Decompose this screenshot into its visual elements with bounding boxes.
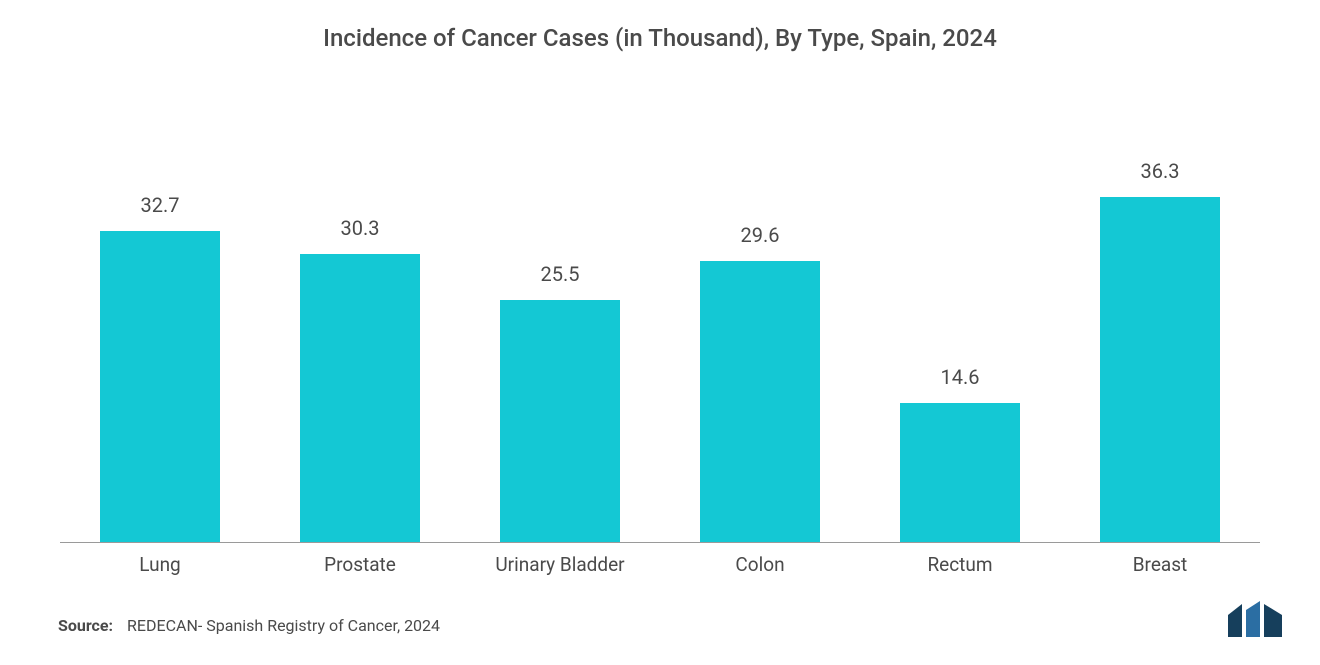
bar-rect	[100, 231, 220, 542]
bar-rect	[900, 403, 1020, 542]
bar-slot: 30.3	[260, 92, 460, 542]
chart-container: Incidence of Cancer Cases (in Thousand),…	[0, 0, 1320, 665]
bar-value-label: 32.7	[141, 193, 180, 217]
bar-slot: 29.6	[660, 92, 860, 542]
bar-slot: 32.7	[60, 92, 260, 542]
bar-slot: 14.6	[860, 92, 1060, 542]
bar-value-label: 36.3	[1141, 159, 1180, 183]
bar-slot: 25.5	[460, 92, 660, 542]
bar-rect	[500, 300, 620, 542]
x-axis-category-label: Urinary Bladder	[460, 553, 660, 576]
bar-slot: 36.3	[1060, 92, 1260, 542]
bar-value-label: 25.5	[541, 262, 580, 286]
brand-logo-icon	[1228, 601, 1282, 637]
x-axis-category-label: Breast	[1060, 553, 1260, 576]
source-attribution: Source: REDECAN- Spanish Registry of Canc…	[50, 616, 1270, 635]
plot-area: 32.7 30.3 25.5 29.6 14.6 36.3	[50, 92, 1270, 542]
x-axis-category-label: Rectum	[860, 553, 1060, 576]
x-axis-category-label: Lung	[60, 553, 260, 576]
bar-value-label: 14.6	[941, 365, 980, 389]
bar-value-label: 30.3	[341, 216, 380, 240]
source-label: Source:	[58, 616, 113, 635]
bar-rect	[700, 261, 820, 542]
x-axis-category-label: Prostate	[260, 553, 460, 576]
bar-rect	[1100, 197, 1220, 542]
chart-title: Incidence of Cancer Cases (in Thousand),…	[50, 24, 1270, 52]
bar-value-label: 29.6	[741, 223, 780, 247]
x-axis-category-label: Colon	[660, 553, 860, 576]
source-text: REDECAN- Spanish Registry of Cancer, 202…	[127, 616, 440, 635]
x-axis-labels: LungProstateUrinary BladderColonRectumBr…	[50, 543, 1270, 576]
bar-rect	[300, 254, 420, 542]
